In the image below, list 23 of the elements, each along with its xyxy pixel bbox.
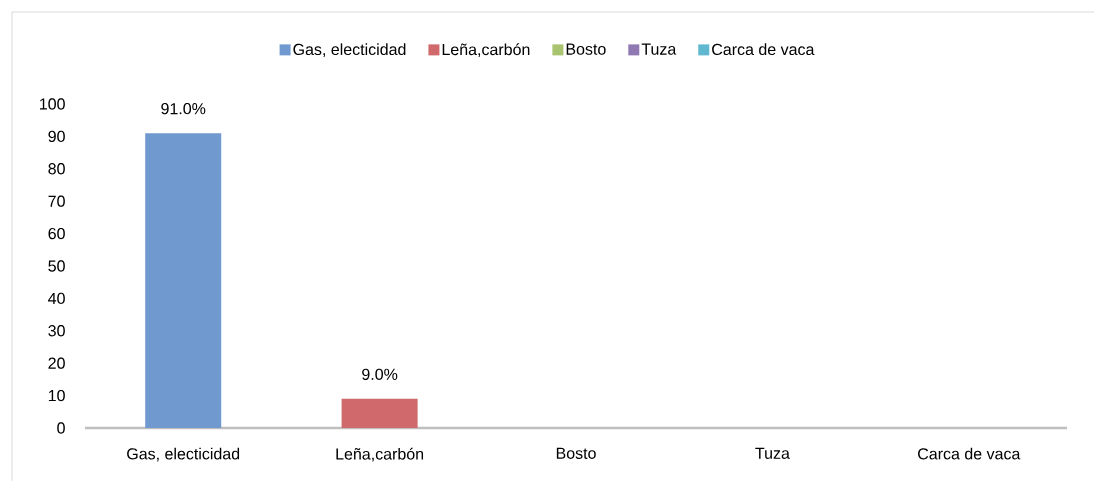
y-tick-label: 40 bbox=[48, 292, 65, 305]
legend-label: Bosto bbox=[566, 43, 606, 55]
legend-label: Carca de vaca bbox=[712, 43, 815, 56]
y-tick-label: 60 bbox=[48, 227, 65, 240]
legend-label: Leña,carbón bbox=[442, 43, 530, 58]
y-tick-label: 90 bbox=[48, 130, 65, 143]
legend-label: Tuza bbox=[641, 43, 677, 55]
data-label: 9.0% bbox=[362, 368, 398, 380]
x-tick-label: Bosto bbox=[556, 447, 596, 459]
x-tick-label: Carca de vaca bbox=[918, 447, 1021, 460]
x-tick-label: Tuza bbox=[755, 447, 790, 459]
y-tick-label: 20 bbox=[48, 357, 65, 369]
data-label: 91.0% bbox=[161, 102, 206, 115]
y-tick-label: 70 bbox=[48, 195, 65, 207]
y-tick-label: 100 bbox=[40, 98, 65, 110]
legend-label: Gas, electicidad bbox=[293, 43, 406, 57]
y-tick-label: 30 bbox=[48, 325, 65, 337]
y-tick-label: 80 bbox=[48, 163, 65, 175]
y-tick-label: 0 bbox=[57, 422, 65, 434]
y-tick-label: 50 bbox=[48, 260, 65, 272]
x-tick-label: Leña,carbón bbox=[336, 447, 424, 462]
y-tick-label: 10 bbox=[48, 389, 65, 402]
x-tick-label: Gas, electicidad bbox=[127, 447, 240, 462]
